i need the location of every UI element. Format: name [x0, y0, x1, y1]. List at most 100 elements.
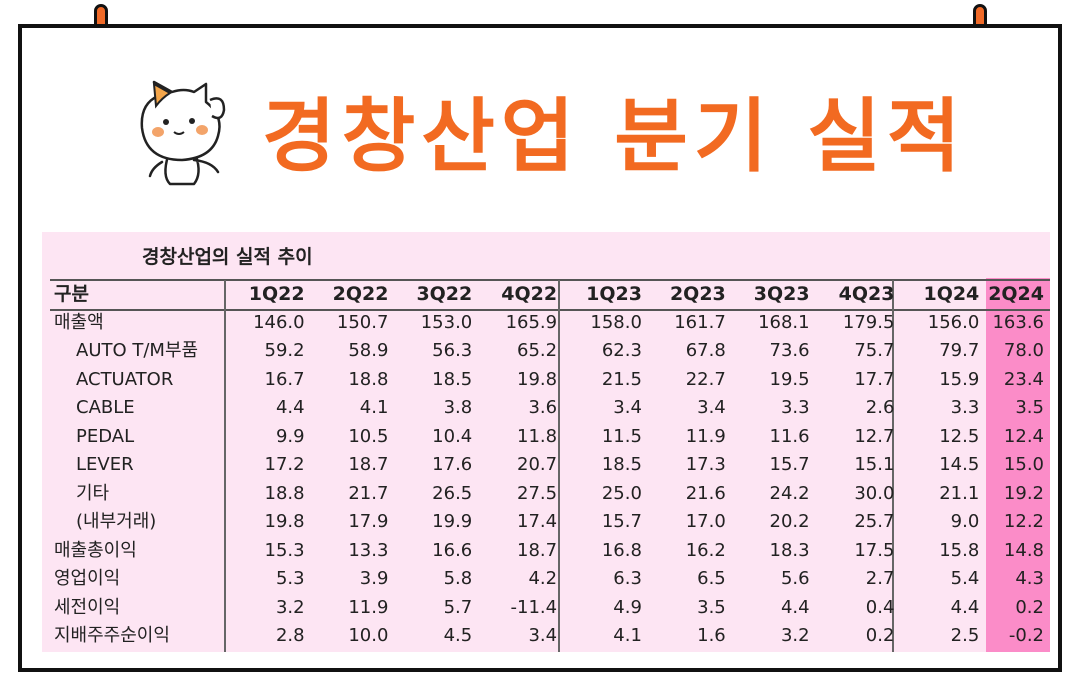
- table-cell: 156.0: [927, 311, 980, 333]
- table-cell: 9.0: [950, 511, 980, 532]
- row-label: 세전이익: [54, 596, 121, 618]
- table-cell: 3.3: [780, 397, 810, 418]
- table-cell: 4.4: [780, 596, 810, 618]
- table-cell: 3.2: [275, 596, 305, 618]
- table-cell: 27.5: [517, 482, 558, 504]
- table-cell: 12.4: [1003, 425, 1044, 447]
- table-cell: 21.1: [939, 482, 980, 504]
- table-row: LEVER 17.2 18.7 17.6 20.7 18.5 17.3 15.7 15.1 14.…: [50, 451, 1050, 480]
- table-cell: 17.3: [685, 454, 726, 475]
- table-cell: 21.5: [601, 368, 642, 390]
- table-cell: 16.7: [264, 368, 305, 390]
- table-cell: 11.5: [601, 425, 642, 447]
- table-cell: 21.7: [348, 482, 389, 504]
- table-cell: 13.3: [348, 539, 389, 561]
- table-cell: 23.4: [1003, 368, 1044, 390]
- row-label: 기타: [76, 482, 110, 504]
- table-cell: 17.4: [517, 511, 558, 532]
- table-cell: 3.8: [443, 397, 473, 418]
- table-cell: 179.5: [842, 311, 895, 333]
- table-cell: 150.7: [336, 311, 389, 333]
- row-label: LEVER: [76, 454, 134, 475]
- table-cell: 18.3: [769, 539, 810, 561]
- table-cell: 18.8: [348, 368, 389, 390]
- table-row: 지배주주순이익 2.8 10.0 4.5 3.4 4.1 1.6 3.2 0.2 2.5 -0.2: [50, 622, 1050, 651]
- table-cell: 2.5: [950, 625, 980, 646]
- table-cell: 15.7: [601, 511, 642, 532]
- table-cell: 4.4: [275, 397, 305, 418]
- row-label: PEDAL: [76, 425, 135, 447]
- row-label: CABLE: [76, 397, 135, 418]
- table-cell: 67.8: [685, 340, 726, 361]
- results-table: 구분 1Q22 2Q22 3Q22 4Q22 1Q23 2Q23 3Q23 4Q23 1Q24 2Q…: [50, 280, 1050, 651]
- table-cell: 15.3: [264, 539, 305, 561]
- row-label: 지배주주순이익: [54, 625, 170, 646]
- table-cell: 20.2: [769, 511, 810, 532]
- cat-mascot-icon: [140, 80, 226, 186]
- table-cell: 15.9: [939, 368, 980, 390]
- header-quarter: 3Q22: [416, 283, 473, 305]
- table-cell: 78.0: [1003, 340, 1044, 361]
- table-cell: 4.3: [1015, 568, 1044, 589]
- table-cell: 4.1: [613, 625, 642, 646]
- table-cell: 58.9: [348, 340, 389, 361]
- table-cell: 19.8: [264, 511, 305, 532]
- table-cell: 62.3: [601, 340, 642, 361]
- table-subtitle: 경창산업의 실적 추이: [142, 246, 313, 268]
- table-cell: 17.9: [348, 511, 389, 532]
- table-cell: 19.9: [432, 511, 473, 532]
- row-label: 매출액: [54, 311, 104, 333]
- page-title: 경창산업 분기 실적: [262, 90, 967, 183]
- table-row: (내부거래) 19.8 17.9 19.9 17.4 15.7 17.0 20.2 25.7 9.…: [50, 508, 1050, 537]
- table-cell: 20.7: [517, 454, 558, 475]
- table-cell: 11.6: [769, 425, 810, 447]
- table-cell: 9.9: [275, 425, 305, 447]
- table-row: AUTO T/M부품 59.2 58.9 56.3 65.2 62.3 67.8 73.6 75…: [50, 337, 1050, 366]
- highlight-column: [986, 278, 1050, 652]
- table-row: CABLE 4.4 4.1 3.8 3.6 3.4 3.4 3.3 2.6 3.3 3.5: [50, 394, 1050, 423]
- table-cell: 15.7: [769, 454, 810, 475]
- table-cell: 168.1: [758, 311, 810, 333]
- table-cell: 12.7: [854, 425, 895, 447]
- header-quarter: 4Q23: [838, 283, 895, 305]
- table-cell: 18.7: [348, 454, 389, 475]
- table-cell: 15.1: [854, 454, 895, 475]
- header-bottom-rule: [50, 309, 1050, 311]
- table-cell: 16.8: [601, 539, 642, 561]
- table-cell: 25.7: [854, 511, 895, 532]
- table-cell: 6.5: [697, 568, 726, 589]
- table-cell: 59.2: [264, 340, 305, 361]
- table-cell: 79.7: [939, 340, 980, 361]
- table-cell: 2.8: [275, 625, 305, 646]
- header-quarter: 2Q22: [332, 283, 389, 305]
- table-row: 매출총이익 15.3 13.3 16.6 18.7 16.8 16.2 18.3 17.5 15.…: [50, 537, 1050, 566]
- header-top-rule: [50, 279, 1050, 281]
- table-cell: 3.9: [359, 568, 389, 589]
- table-cell: 165.9: [505, 311, 558, 333]
- table-cell: 18.5: [601, 454, 642, 475]
- header-quarter: 4Q22: [501, 283, 558, 305]
- header-quarter: 1Q24: [923, 283, 980, 305]
- table-cell: 17.2: [264, 454, 305, 475]
- table-cell: 25.0: [601, 482, 642, 504]
- table-cell: 4.2: [528, 568, 558, 589]
- table-cell: 6.3: [613, 568, 642, 589]
- table-cell: 2.6: [865, 397, 895, 418]
- table-cell: 65.2: [517, 340, 558, 361]
- row-label: 매출총이익: [54, 539, 137, 561]
- column-divider: [558, 280, 560, 652]
- table-cell: 12.5: [939, 425, 980, 447]
- table-cell: 15.8: [939, 539, 980, 561]
- table-cell: 0.2: [865, 625, 895, 646]
- table-cell: 12.2: [1003, 511, 1044, 532]
- table-cell: 17.0: [685, 511, 726, 532]
- table-cell: 1.6: [697, 625, 726, 646]
- table-cell: 3.4: [697, 397, 726, 418]
- header-quarter: 1Q23: [586, 283, 642, 305]
- table-cell: 21.6: [685, 482, 726, 504]
- results-panel: 경창산업의 실적 추이 구분 1Q22 2Q22 3Q22 4Q22 1Q23 2Q23 3Q…: [42, 232, 1050, 652]
- table-cell: 4.9: [613, 596, 642, 618]
- table-cell: 10.4: [432, 425, 473, 447]
- table-cell: 19.5: [769, 368, 810, 390]
- table-cell: -0.2: [1008, 625, 1044, 646]
